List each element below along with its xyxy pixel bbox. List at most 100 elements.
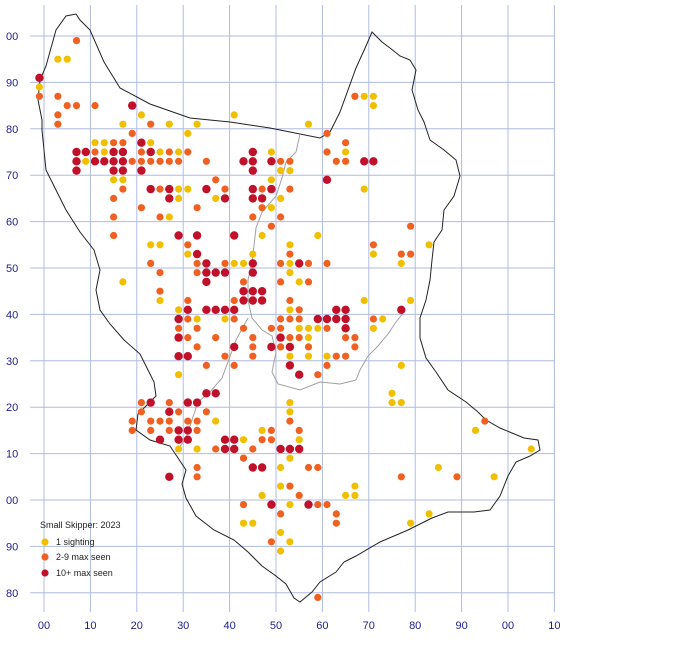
sighting-dot xyxy=(156,185,164,193)
x-tick-label: 40 xyxy=(223,620,235,632)
sighting-dot xyxy=(184,241,192,249)
sighting-dot xyxy=(174,333,183,342)
x-tick-label: 80 xyxy=(409,620,421,632)
sighting-dot xyxy=(184,334,192,342)
sighting-dot xyxy=(211,305,220,314)
sighting-dot xyxy=(248,268,257,277)
sighting-dot xyxy=(286,501,294,509)
sighting-dot xyxy=(286,157,294,165)
sighting-dot xyxy=(248,296,257,305)
sighting-dot xyxy=(165,472,174,481)
sighting-dot xyxy=(146,147,155,157)
sighting-dot xyxy=(248,463,257,472)
sighting-dot xyxy=(295,426,303,434)
sighting-dot xyxy=(183,352,192,361)
sighting-dot xyxy=(230,435,239,444)
sighting-dot xyxy=(184,417,192,425)
sighting-dot xyxy=(100,157,109,166)
sighting-dot xyxy=(248,194,257,203)
sighting-dot xyxy=(286,408,294,416)
sighting-dot xyxy=(527,445,535,453)
sighting-dot xyxy=(212,334,220,342)
sighting-dot xyxy=(397,259,405,267)
sighting-dot xyxy=(156,269,164,277)
sighting-dot xyxy=(174,314,183,324)
sighting-dot xyxy=(175,408,183,416)
sighting-dot xyxy=(267,222,275,230)
sighting-dot xyxy=(369,241,377,249)
sighting-dot xyxy=(248,166,257,175)
sighting-dot xyxy=(267,426,275,434)
sighting-dot xyxy=(110,176,118,184)
sighting-dot xyxy=(267,204,275,212)
sighting-dot xyxy=(267,538,275,546)
sighting-dot xyxy=(156,417,164,425)
sighting-dot xyxy=(192,398,202,407)
sighting-dot xyxy=(221,352,229,360)
sighting-dot xyxy=(323,324,331,332)
sighting-dot xyxy=(220,444,230,454)
sighting-dot xyxy=(174,435,183,444)
sighting-dot xyxy=(304,278,313,286)
sighting-dot xyxy=(286,241,294,249)
sighting-dot xyxy=(220,268,230,277)
sighting-dot xyxy=(165,120,173,128)
sighting-dot xyxy=(295,315,303,323)
sighting-dot xyxy=(257,194,267,203)
sighting-dot xyxy=(183,305,192,314)
sighting-dot xyxy=(249,343,257,351)
sighting-dot xyxy=(147,259,155,267)
sighting-dot xyxy=(202,408,210,416)
red-dot-icon xyxy=(41,569,49,577)
sighting-dot xyxy=(72,166,81,175)
sighting-dot xyxy=(35,73,44,83)
sighting-dot xyxy=(183,435,192,444)
sighting-dot xyxy=(221,315,229,323)
sighting-dot xyxy=(128,426,136,434)
y-tick-label: 80 xyxy=(6,124,18,136)
sighting-dot xyxy=(202,361,210,369)
sighting-dot xyxy=(267,342,276,352)
sighting-dot xyxy=(267,436,275,444)
sighting-dot xyxy=(258,231,266,240)
x-tick-label: 60 xyxy=(316,620,328,632)
sighting-dot xyxy=(193,417,201,425)
sighting-dot xyxy=(165,213,173,221)
sighting-dot xyxy=(100,148,108,156)
sighting-dot xyxy=(119,120,127,128)
sighting-dot xyxy=(285,444,295,454)
sighting-dot xyxy=(175,324,183,332)
sighting-dot xyxy=(193,426,201,434)
sighting-dot xyxy=(286,352,294,360)
sighting-dot xyxy=(90,157,100,166)
sighting-dot xyxy=(193,204,201,212)
sighting-dot xyxy=(35,92,44,100)
sighting-dot xyxy=(322,314,332,324)
sighting-dot xyxy=(286,296,294,305)
sighting-dot xyxy=(193,473,201,481)
sighting-dot xyxy=(369,92,377,100)
x-tick-label: 90 xyxy=(455,620,467,632)
sighting-dot xyxy=(286,306,294,314)
sighting-dot xyxy=(248,287,257,296)
y-tick-label: 90 xyxy=(6,541,18,553)
sighting-dot xyxy=(277,343,285,351)
sighting-dot xyxy=(202,259,211,268)
sighting-dot xyxy=(342,352,350,360)
sighting-dot xyxy=(118,147,128,157)
sighting-dot xyxy=(239,519,248,527)
y-tick-label: 20 xyxy=(6,402,18,414)
sighting-dot xyxy=(230,361,238,369)
sighting-dot xyxy=(165,184,174,194)
sighting-dot xyxy=(314,231,322,240)
x-tick-label: 70 xyxy=(363,620,375,632)
sighting-dot xyxy=(304,463,313,472)
sighting-dot xyxy=(202,389,211,398)
sighting-dot xyxy=(323,148,331,156)
sighting-dot xyxy=(258,204,266,212)
sighting-dot xyxy=(175,306,183,314)
sighting-dot xyxy=(304,500,313,509)
sighting-dot xyxy=(239,157,248,166)
sighting-dot xyxy=(388,389,396,397)
